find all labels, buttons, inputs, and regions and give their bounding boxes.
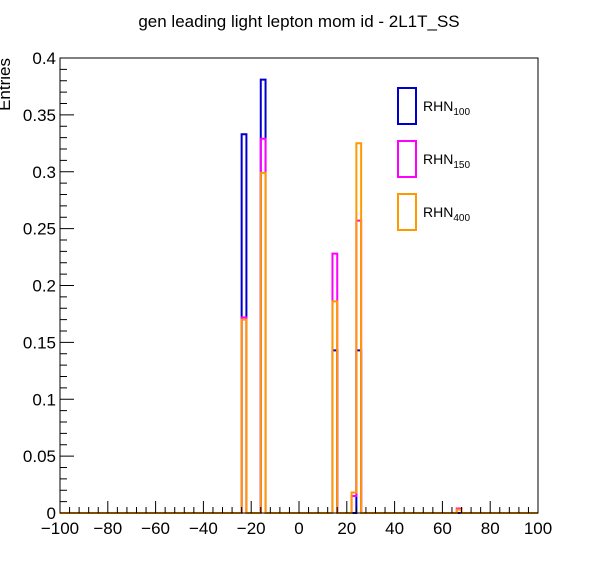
legend-label-subscript: 100 xyxy=(453,107,470,118)
x-tick-label: −60 xyxy=(141,519,170,538)
legend-label-base: RHN xyxy=(423,204,453,220)
x-tick-label: 0 xyxy=(294,519,303,538)
x-tick-label: −80 xyxy=(93,519,122,538)
x-tick-label: 40 xyxy=(385,519,404,538)
y-tick-label: 0.1 xyxy=(32,390,56,409)
y-tick-label: 0.4 xyxy=(32,49,56,68)
chart-title: gen leading light lepton mom id - 2L1T_S… xyxy=(138,12,459,31)
x-tick-label: −20 xyxy=(237,519,266,538)
y-tick-label: 0.3 xyxy=(32,163,56,182)
y-tick-label: 0 xyxy=(47,504,56,523)
x-tick-label: 100 xyxy=(524,519,552,538)
y-tick-label: 0.2 xyxy=(32,277,56,296)
legend-label-rhn-100: RHN100 xyxy=(423,98,470,118)
x-tick-label: −100 xyxy=(41,519,79,538)
x-tick-label: 80 xyxy=(481,519,500,538)
y-axis-title: Entries xyxy=(0,58,14,111)
legend-label-subscript: 400 xyxy=(453,213,470,224)
legend-label-rhn-150: RHN150 xyxy=(423,151,470,171)
legend-label-rhn-400: RHN400 xyxy=(423,204,470,224)
legend-swatch-rhn-100 xyxy=(397,87,417,125)
legend-label-subscript: 150 xyxy=(453,160,470,171)
x-tick-label: 60 xyxy=(433,519,452,538)
legend-swatch-rhn-400 xyxy=(397,193,417,231)
y-tick-label: 0.25 xyxy=(23,220,56,239)
x-tick-label: 20 xyxy=(337,519,356,538)
axes: −100 −80 −60 −40 −20 0 20 40 60 80 100 0 0.05 0.1 0.15… xyxy=(23,49,552,538)
y-tick-label: 0.35 xyxy=(23,106,56,125)
legend-swatch-rhn-150 xyxy=(397,140,417,178)
legend-label-base: RHN xyxy=(423,151,453,167)
legend-label-base: RHN xyxy=(423,98,453,114)
x-tick-label: −40 xyxy=(189,519,218,538)
y-tick-label: 0.15 xyxy=(23,333,56,352)
y-tick-label: 0.05 xyxy=(23,447,56,466)
